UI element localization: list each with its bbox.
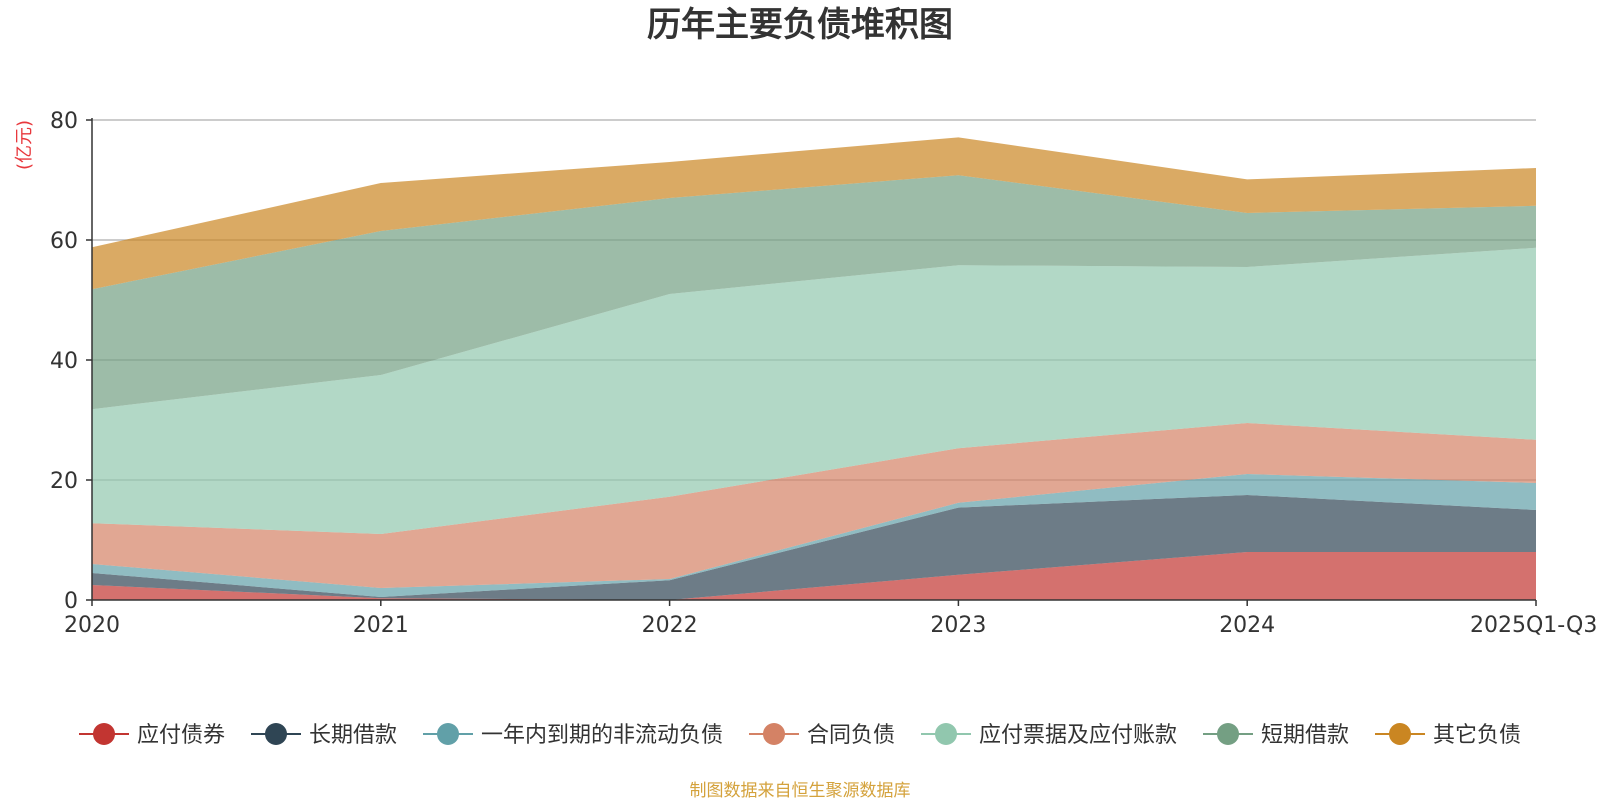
legend-item-6[interactable]: 其它负债 [1375, 723, 1521, 748]
legend-marker [437, 723, 459, 745]
legend-item-5[interactable]: 短期借款 [1203, 723, 1349, 748]
legend-item-3[interactable]: 合同负债 [749, 723, 895, 748]
legend-marker [1217, 723, 1239, 745]
legend-marker [763, 723, 785, 745]
chart-title: 历年主要负债堆积图 [647, 5, 953, 45]
legend-marker [93, 723, 115, 745]
x-tick-label: 2021 [353, 613, 409, 638]
y-axis-unit: (亿元) [14, 120, 35, 170]
legend-label: 短期借款 [1261, 723, 1349, 748]
legend-label: 长期借款 [309, 723, 397, 748]
source-note: 制图数据来自恒生聚源数据库 [690, 781, 911, 800]
legend-label: 其它负债 [1433, 723, 1521, 748]
x-tick-label: 2024 [1219, 613, 1275, 638]
y-tick-label: 60 [50, 229, 78, 254]
areas [92, 137, 1536, 600]
area-series-3[interactable] [92, 423, 1536, 588]
legend-marker [1389, 723, 1411, 745]
legend-item-4[interactable]: 应付票据及应付账款 [921, 723, 1177, 748]
x-tick-label: 2020 [64, 613, 120, 638]
area-series-2[interactable] [92, 474, 1536, 597]
area-series-4[interactable] [92, 247, 1536, 535]
legend-label: 应付票据及应付账款 [979, 723, 1177, 748]
area-series-5[interactable] [92, 175, 1536, 410]
legend-marker [265, 723, 287, 745]
x-tick-label: 2022 [642, 613, 698, 638]
axes: 0 20 40 60 80 2020 2021 2022 2023 2024 2025Q1-Q3 [50, 109, 1597, 638]
y-tick-label: 20 [50, 469, 78, 494]
x-tick-label: 2023 [930, 613, 986, 638]
x-tick-label: 2025Q1-Q3 [1470, 613, 1597, 638]
y-tick-label: 40 [50, 349, 78, 374]
area-series-6[interactable] [92, 137, 1536, 290]
area-series-0[interactable] [92, 552, 1536, 600]
area-series-1[interactable] [92, 495, 1536, 600]
y-tick-label: 0 [64, 589, 78, 614]
legend-item-1[interactable]: 长期借款 [251, 723, 397, 748]
legend-marker [935, 723, 957, 745]
legend-label: 合同负债 [807, 723, 895, 748]
legend[interactable]: 应付债券 长期借款 一年内到期的非流动负债 合同负债 应付票据及应付账款 短期借款 其它负债 [79, 723, 1521, 748]
legend-item-0[interactable]: 应付债券 [79, 723, 225, 748]
y-tick-label: 80 [50, 109, 78, 134]
legend-label: 一年内到期的非流动负债 [481, 723, 723, 748]
legend-item-2[interactable]: 一年内到期的非流动负债 [423, 723, 723, 748]
legend-label: 应付债券 [137, 723, 225, 748]
